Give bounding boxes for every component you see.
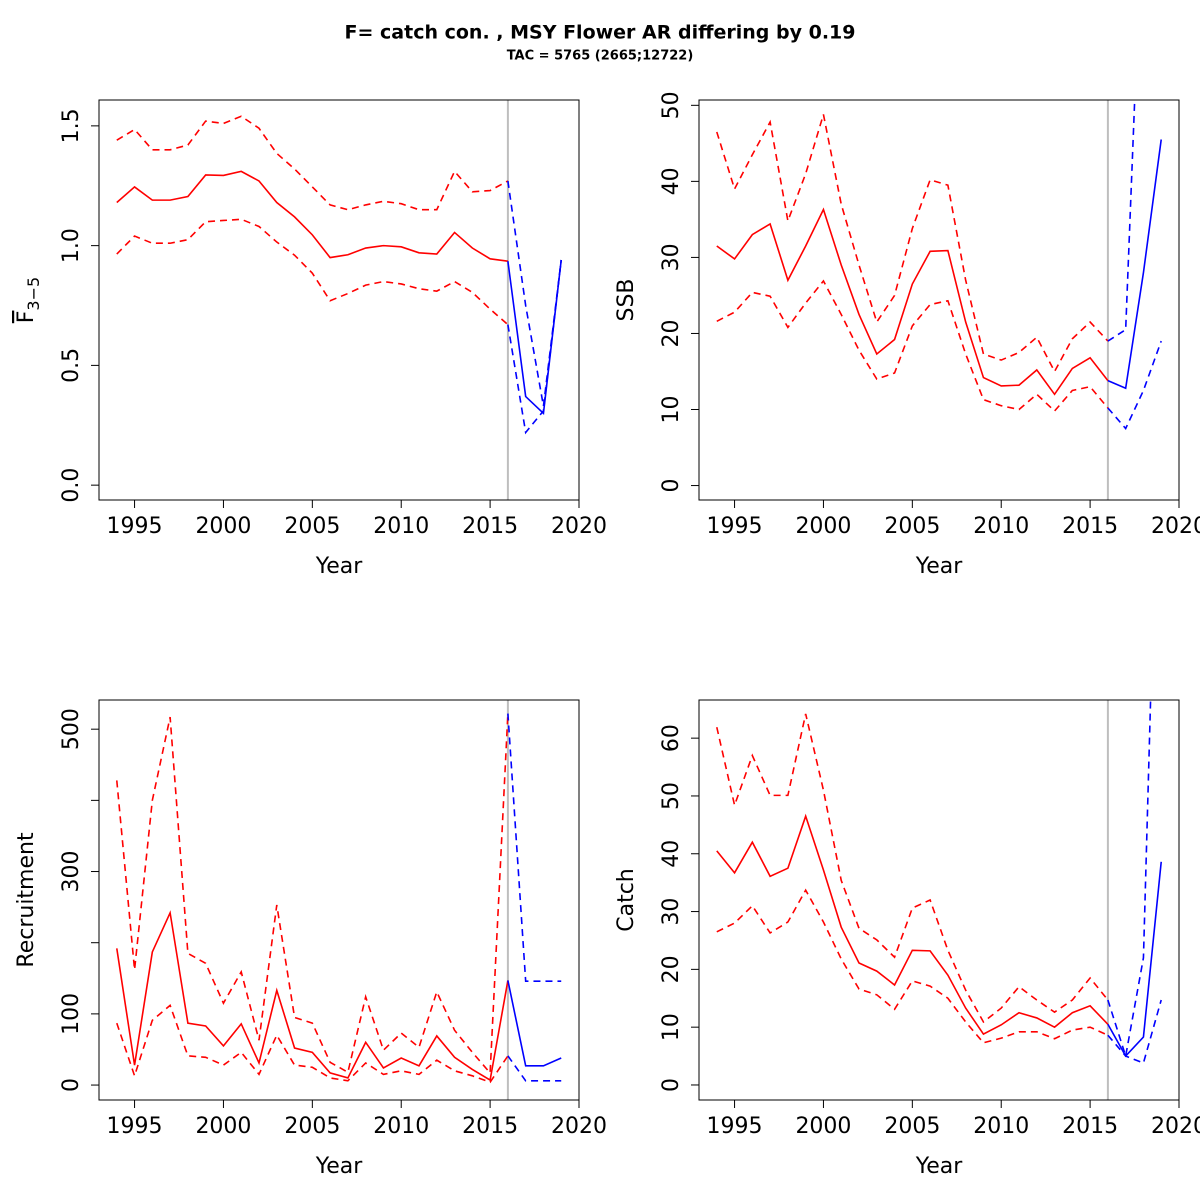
y-tick-label: 10 xyxy=(659,1013,684,1041)
series-line xyxy=(115,910,509,1082)
x-tick-label: 2005 xyxy=(284,1114,340,1139)
series-line xyxy=(507,180,563,407)
y-axis-title: F3−5 xyxy=(14,277,43,323)
plot-frame xyxy=(98,99,580,501)
figure-subtitle: TAC = 5765 (2665;12722) xyxy=(507,49,694,64)
y-tick-label: 1.0 xyxy=(59,228,84,263)
y-tick-label: 500 xyxy=(59,708,84,750)
y-tick-label: 50 xyxy=(659,91,684,119)
y-tick-label: 300 xyxy=(59,851,84,893)
series-line xyxy=(1107,340,1162,430)
y-tick-label: 0 xyxy=(659,1078,684,1092)
y-tick-label: 0.0 xyxy=(59,468,84,503)
x-tick-label: 2020 xyxy=(1151,1114,1200,1139)
series-line xyxy=(1107,999,1162,1065)
y-axis-title: Recruitment xyxy=(14,832,39,968)
plot-frame xyxy=(698,99,1180,501)
y-tick-label: 100 xyxy=(59,993,84,1035)
series-line xyxy=(115,713,509,1075)
x-tick-label: 2010 xyxy=(373,514,429,539)
panel: 1995 2000 2005 2010 2015 2020 Year 0.0 0.5 1.0 1.5… xyxy=(14,99,607,579)
series-line xyxy=(507,713,562,982)
x-tick-label: 2020 xyxy=(551,514,607,539)
y-tick-label: 1.5 xyxy=(59,108,84,143)
y-tick-label: 0.5 xyxy=(59,348,84,383)
panel: 1995 2000 2005 2010 2015 2020 Year 0 100 300 500 Re… xyxy=(14,699,607,1179)
x-tick-label: 1995 xyxy=(107,1114,163,1139)
y-tick-label: 40 xyxy=(659,167,684,195)
y-tick-label: 50 xyxy=(659,782,684,810)
series-line xyxy=(507,980,562,1067)
figure-title: F= catch con. , MSY Flower AR differing … xyxy=(345,22,856,44)
series-line xyxy=(1107,100,1136,342)
series-line xyxy=(507,259,563,435)
y-axis-title-main: F xyxy=(14,311,39,324)
x-tick-label: 1995 xyxy=(707,514,763,539)
y-tick-label: 10 xyxy=(659,396,684,424)
y-axis-title: Catch xyxy=(614,868,639,932)
y-tick-label: 20 xyxy=(659,319,684,347)
panel: 1995 2000 2005 2010 2015 2020 Year 0 10 20 30 40 50 S… xyxy=(614,91,1200,579)
y-tick-label: 0 xyxy=(59,1078,84,1092)
series-group xyxy=(116,115,563,435)
series-group xyxy=(715,700,1163,1065)
series-line xyxy=(716,114,1109,374)
y-tick-label: 0 xyxy=(659,479,684,493)
x-tick-label: 2005 xyxy=(284,514,340,539)
series-line xyxy=(116,115,509,211)
x-axis-title: Year xyxy=(315,554,364,579)
x-tick-label: 2005 xyxy=(884,1114,940,1139)
series-line xyxy=(116,1003,509,1084)
x-tick-label: 2005 xyxy=(884,514,940,539)
series-line xyxy=(1107,861,1163,1058)
x-axis-title: Year xyxy=(315,1154,364,1179)
x-tick-label: 1995 xyxy=(707,1114,763,1139)
series-line xyxy=(507,1055,562,1082)
x-tick-label: 2015 xyxy=(462,514,518,539)
x-axis-title: Year xyxy=(915,554,964,579)
x-tick-label: 2020 xyxy=(551,1114,607,1139)
series-line xyxy=(716,279,1109,413)
x-tick-label: 2015 xyxy=(1062,1114,1118,1139)
series-group xyxy=(115,713,562,1084)
y-tick-label: 40 xyxy=(659,840,684,868)
x-tick-label: 2000 xyxy=(795,514,851,539)
x-axis-title: Year xyxy=(915,1154,964,1179)
plot-frame xyxy=(698,699,1180,1101)
series-group xyxy=(716,100,1163,430)
series-line xyxy=(116,218,509,326)
x-tick-label: 2015 xyxy=(462,1114,518,1139)
x-tick-label: 2020 xyxy=(1151,514,1200,539)
plot-frame xyxy=(98,699,580,1101)
panel: 1995 2000 2005 2010 2015 2020 Year 0 10 20 30 40 50 6… xyxy=(614,699,1200,1179)
y-axis-title-subscript: 3−5 xyxy=(24,277,43,311)
series-line xyxy=(1107,700,1152,1057)
x-tick-label: 2000 xyxy=(195,1114,251,1139)
series-line xyxy=(507,259,563,415)
y-axis-title-main: Recruitment xyxy=(14,832,39,968)
series-line xyxy=(716,207,1109,396)
y-axis-title-main: Catch xyxy=(614,868,639,932)
y-tick-label: 60 xyxy=(659,724,684,752)
series-line xyxy=(1107,139,1163,390)
x-tick-label: 2010 xyxy=(373,1114,429,1139)
y-axis-title: SSB xyxy=(614,278,639,321)
x-tick-label: 2010 xyxy=(973,1114,1029,1139)
series-line xyxy=(716,888,1109,1044)
x-tick-label: 2000 xyxy=(195,514,251,539)
series-line xyxy=(116,170,508,262)
x-tick-label: 2015 xyxy=(1062,514,1118,539)
series-line xyxy=(715,713,1109,1024)
y-tick-label: 30 xyxy=(659,243,684,271)
y-axis-title-main: SSB xyxy=(614,278,639,321)
y-tick-label: 20 xyxy=(659,955,684,983)
series-line xyxy=(716,813,1109,1036)
x-tick-label: 2010 xyxy=(973,514,1029,539)
x-tick-label: 1995 xyxy=(107,514,163,539)
y-tick-label: 30 xyxy=(659,898,684,926)
x-tick-label: 2000 xyxy=(795,1114,851,1139)
